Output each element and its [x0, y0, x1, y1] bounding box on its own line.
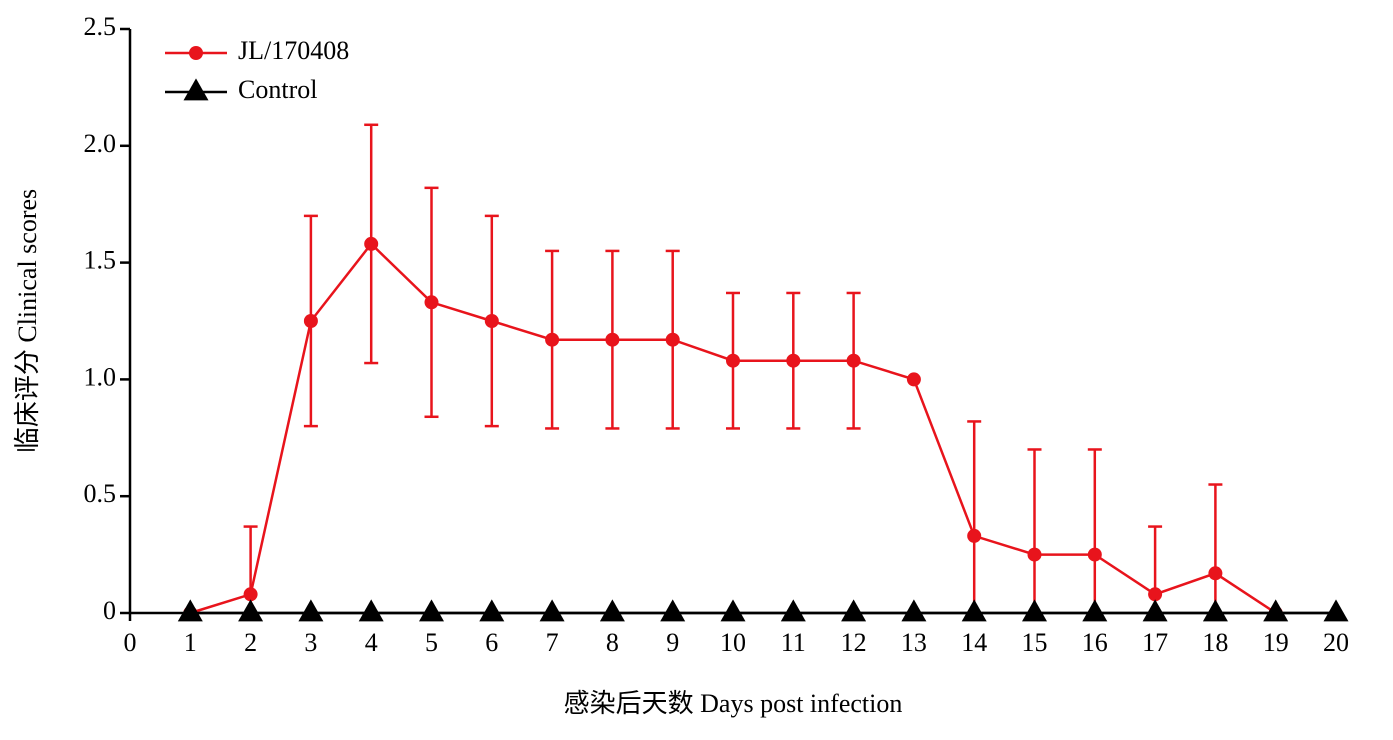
data-point: [961, 599, 987, 622]
y-axis-label: 临床评分 Clinical scores: [13, 189, 42, 453]
data-point: [1208, 566, 1223, 581]
x-tick-label: 7: [546, 628, 559, 657]
data-point: [780, 599, 806, 622]
x-tick-label: 3: [304, 628, 317, 657]
data-point: [605, 332, 620, 347]
x-tick-label: 17: [1142, 628, 1168, 657]
y-tick-label: 0.5: [84, 479, 117, 508]
x-tick-label: 11: [781, 628, 806, 657]
y-tick-label: 0: [103, 596, 116, 625]
data-point: [1263, 599, 1289, 622]
data-point: [545, 332, 560, 347]
x-tick-label: 8: [606, 628, 619, 657]
data-point: [1148, 587, 1163, 602]
plot-area: [243, 123, 1223, 614]
data-point: [364, 236, 379, 251]
legend-marker: [183, 78, 209, 101]
x-tick-label: 4: [365, 628, 378, 657]
x-tick-label: 0: [124, 628, 137, 657]
y-tick-label: 1.5: [84, 246, 117, 275]
data-point: [539, 599, 565, 622]
x-tick-label: 1: [184, 628, 197, 657]
data-point: [1202, 599, 1228, 622]
data-point: [1027, 547, 1042, 562]
data-point: [1022, 599, 1047, 622]
data-point: [660, 599, 686, 622]
x-tick-label: 20: [1323, 628, 1349, 657]
data-point: [243, 587, 258, 602]
legend-label: JL/170408: [238, 36, 349, 65]
y-tick-label: 2.0: [84, 129, 117, 158]
data-point: [238, 599, 264, 622]
x-tick-label: 2: [244, 628, 257, 657]
x-tick-label: 12: [841, 628, 867, 657]
x-tick-label: 6: [485, 628, 498, 657]
data-point: [358, 599, 384, 622]
x-tick-label: 9: [666, 628, 679, 657]
data-point: [177, 599, 203, 622]
x-tick-label: 15: [1022, 628, 1048, 657]
y-tick-label: 1.0: [84, 362, 117, 391]
data-point: [841, 599, 867, 622]
x-tick-label: 14: [961, 628, 987, 657]
data-point: [1323, 599, 1349, 622]
data-point: [484, 314, 499, 328]
data-point: [901, 599, 927, 622]
data-point: [1087, 547, 1102, 562]
data-point: [1142, 599, 1168, 622]
data-point: [419, 599, 444, 622]
data-point: [720, 599, 746, 622]
data-point: [846, 353, 861, 368]
legend-marker: [189, 46, 203, 60]
x-tick-label: 19: [1263, 628, 1289, 657]
x-tick-label: 16: [1082, 628, 1108, 657]
x-axis-label: 感染后天数 Days post infection: [564, 689, 903, 718]
data-point: [1082, 599, 1108, 622]
data-point: [424, 295, 439, 310]
legend-item: Control: [165, 75, 317, 104]
data-point: [665, 332, 680, 347]
data-point: [967, 528, 982, 543]
data-point: [303, 314, 318, 328]
y-tick-label: 2.5: [84, 12, 117, 41]
data-point: [298, 599, 324, 622]
x-tick-label: 10: [720, 628, 746, 657]
data-point: [599, 599, 625, 622]
x-tick-label: 18: [1202, 628, 1228, 657]
data-point: [786, 353, 801, 368]
x-tick-label: 5: [425, 628, 438, 657]
x-tick-label: 13: [901, 628, 927, 657]
data-point: [726, 353, 740, 368]
legend-label: Control: [238, 75, 317, 104]
legend-item: JL/170408: [165, 36, 349, 65]
data-point: [906, 372, 921, 387]
data-point: [479, 599, 505, 622]
